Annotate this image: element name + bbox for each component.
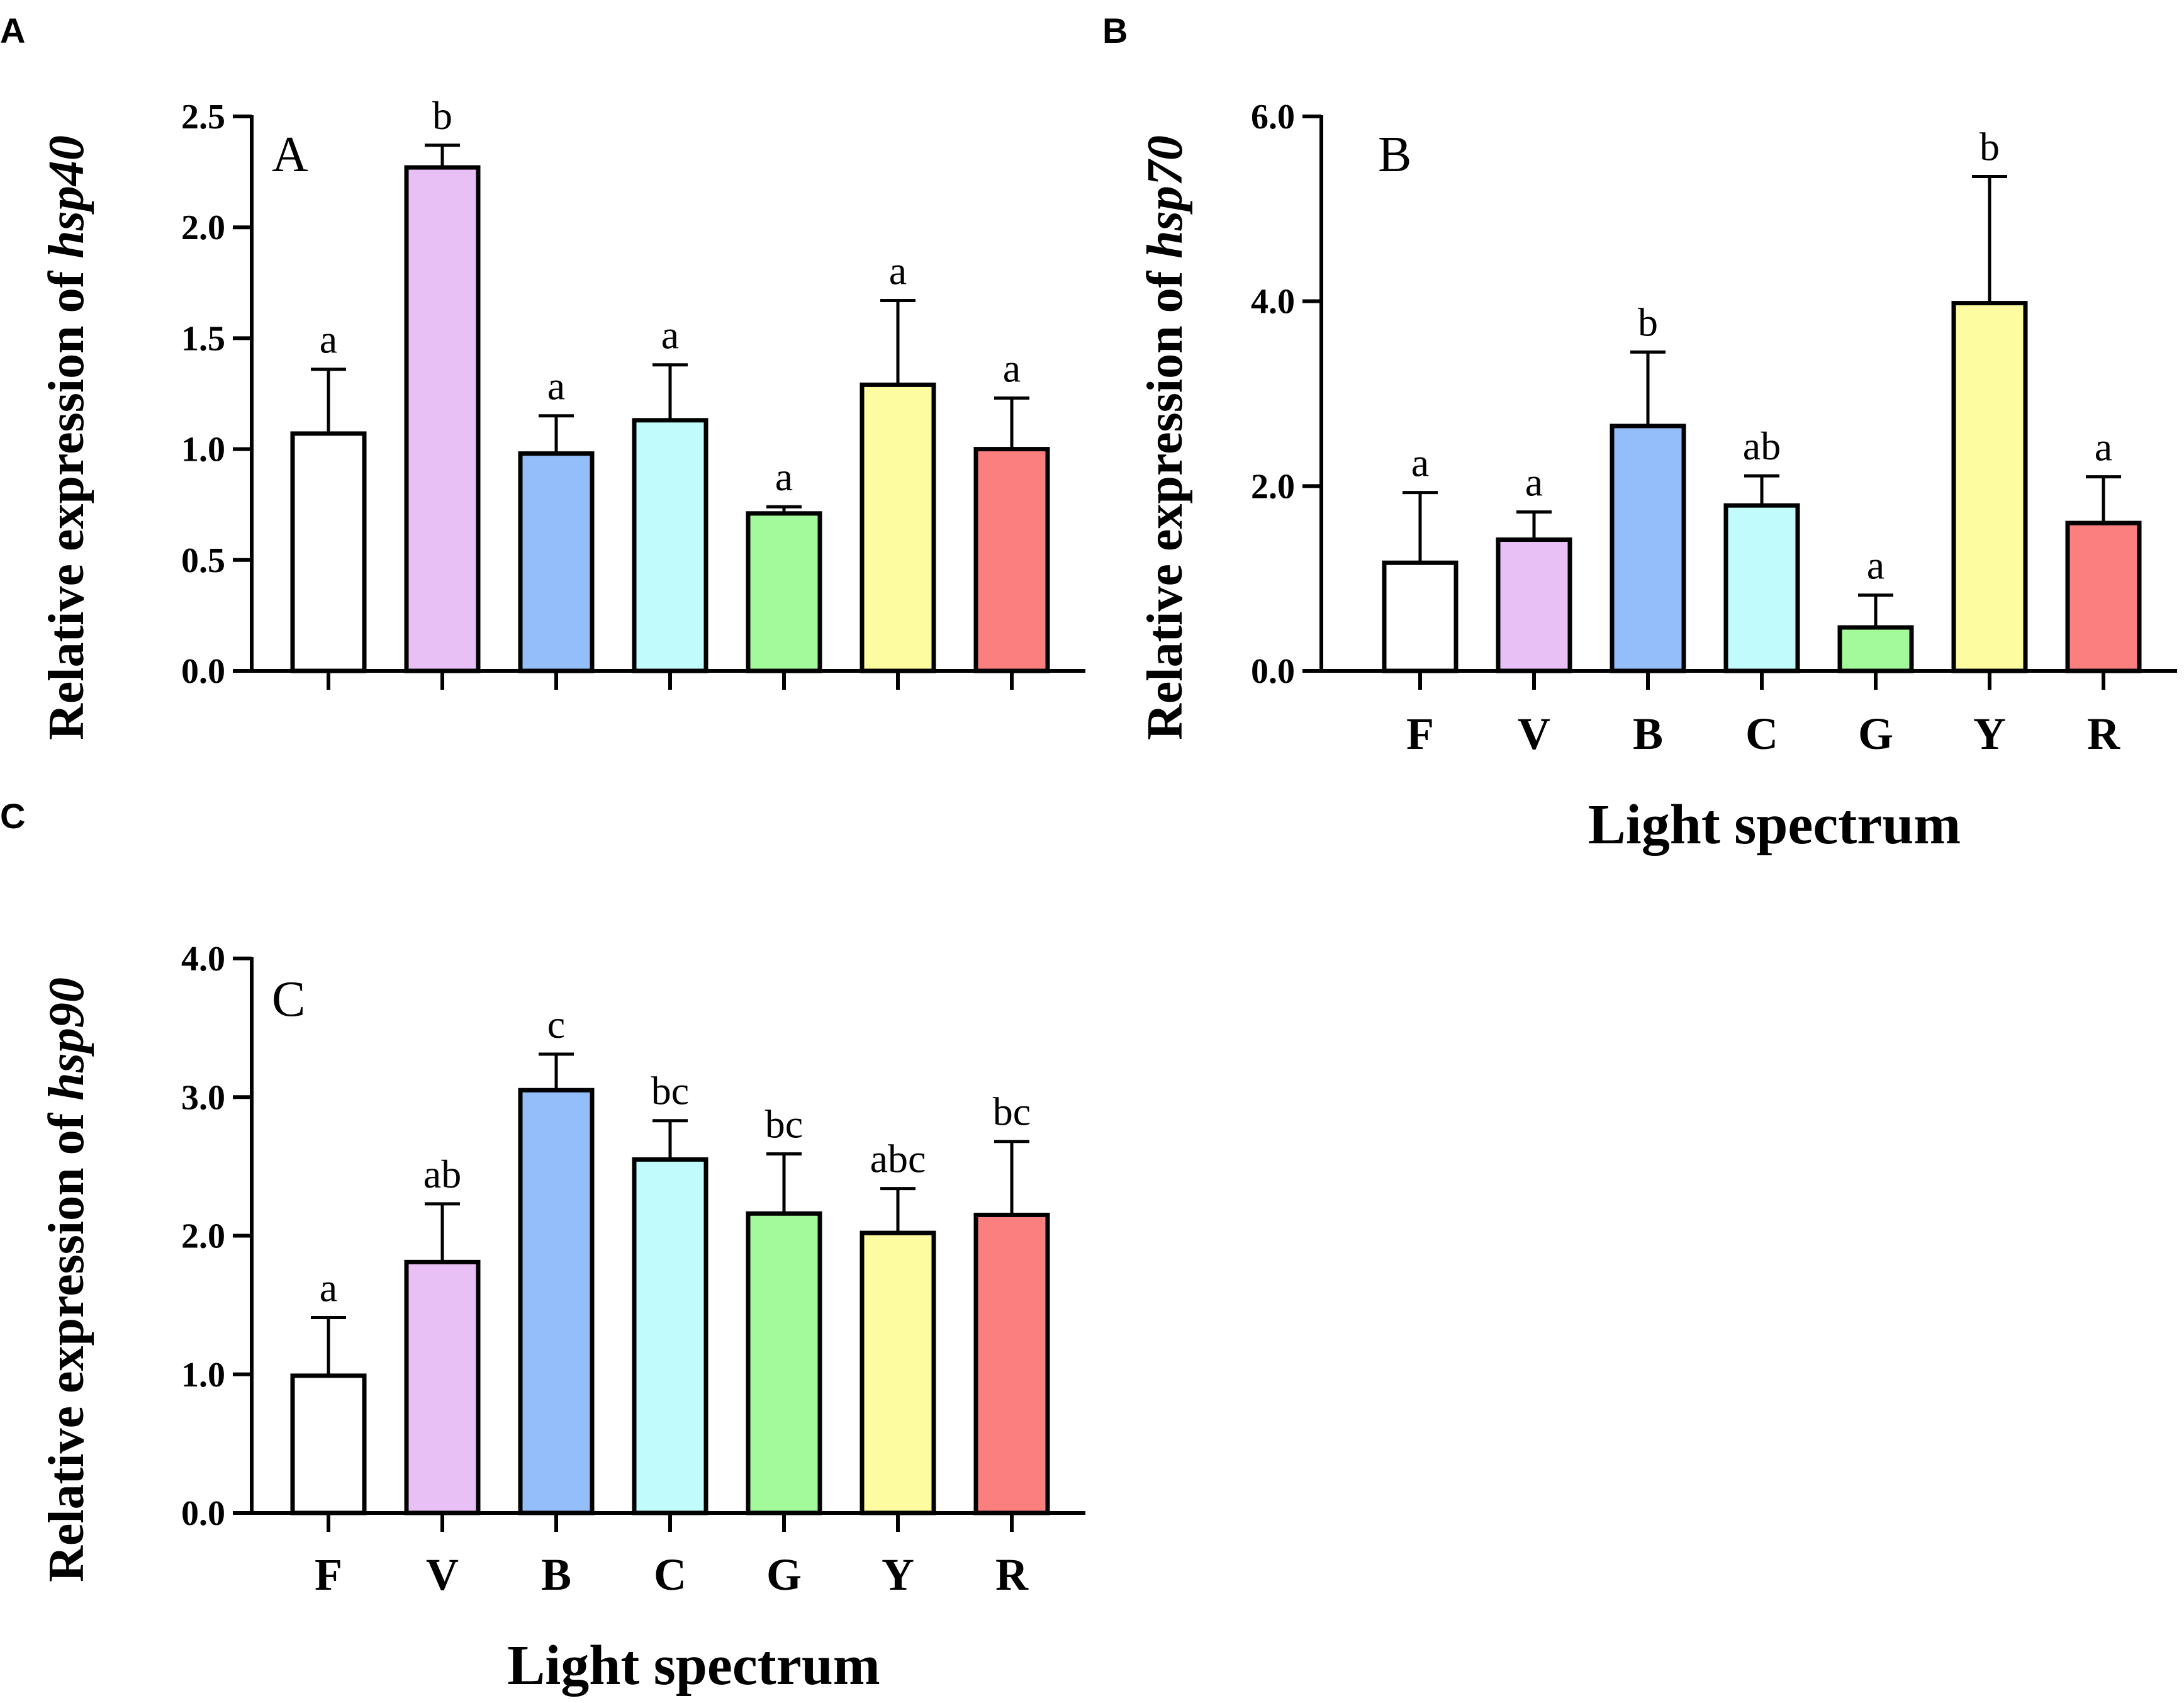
significance-label: bc [765, 1102, 803, 1147]
y-tick-label: 1.0 [181, 430, 225, 469]
significance-label: a [661, 313, 679, 357]
bar-v [404, 1259, 481, 1515]
x-axis-label: Light spectrum [507, 1634, 880, 1697]
significance-label: a [2095, 425, 2112, 469]
y-axis-label: Relative expression of hsp40 [39, 135, 94, 740]
x-tick-label: V [426, 1549, 459, 1600]
bar-f [290, 1373, 367, 1515]
x-tick-label: G [1858, 709, 1893, 759]
y-tick-label: 0.5 [181, 541, 225, 580]
significance-label: b [432, 93, 452, 138]
y-axis-label: Relative expression of hsp90 [39, 977, 94, 1582]
significance-label: a [1867, 543, 1884, 588]
x-tick-label: R [995, 1549, 1029, 1600]
significance-label: c [547, 1002, 565, 1047]
x-tick-label: R [2087, 709, 2120, 759]
bar-y [860, 382, 936, 673]
panel-b: B B 0.0 2.0 4.0 6.0 Relative expression of hsp… [1102, 11, 2177, 856]
panel-a: A A 0.0 0.5 1.0 1.5 2.0 2.5 Relative expression … [0, 11, 1085, 740]
bar-r [973, 447, 1050, 673]
y-axis-label-prefix: Relative expression of [1138, 259, 1193, 740]
significance-label: a [320, 1265, 337, 1310]
bar-v [404, 165, 481, 673]
bar-b [1610, 424, 1686, 673]
significance-label: abc [870, 1137, 926, 1181]
y-axis-label-prefix: Relative expression of [39, 259, 94, 740]
bar-g [746, 511, 822, 673]
y-axis-label-gene: hsp40 [39, 135, 94, 259]
x-tick-label: Y [1973, 709, 2006, 759]
plot-inset-label: B [1378, 127, 1411, 183]
panel-c: C C 0.0 1.0 2.0 3.0 4.0 Relative expression of … [0, 796, 1085, 1697]
panel-letter: A [0, 11, 25, 50]
panel-letter: C [0, 796, 25, 836]
y-axis-label-gene: hsp70 [1138, 135, 1193, 259]
x-tick-label: C [654, 1549, 686, 1600]
significance-label: b [1638, 300, 1658, 344]
significance-label: b [1980, 124, 2000, 169]
y-tick-label: 3.0 [181, 1078, 225, 1117]
y-tick-label: 4.0 [1251, 283, 1295, 322]
significance-label: a [1003, 346, 1021, 391]
bar-f [290, 431, 367, 673]
y-tick-label: 4.0 [181, 940, 225, 979]
significance-label: a [1411, 441, 1429, 485]
y-axis-label-gene: hsp90 [39, 977, 94, 1101]
y-tick-label: 2.0 [181, 1217, 225, 1256]
significance-label: a [889, 248, 907, 293]
y-tick-label: 0.0 [181, 652, 225, 691]
significance-label: ab [423, 1152, 461, 1196]
bar-g [1837, 625, 1914, 673]
y-tick-label: 6.0 [1251, 98, 1295, 137]
y-axis-label-prefix: Relative expression of [39, 1101, 94, 1582]
plot-inset-label: A [272, 127, 308, 183]
bar-v [1496, 537, 1572, 673]
y-tick-label: 2.0 [1251, 467, 1295, 506]
x-tick-label: B [541, 1549, 571, 1600]
y-axis-label: Relative expression of hsp70 [1138, 135, 1193, 740]
bar-g [746, 1211, 822, 1515]
significance-label: bc [651, 1069, 689, 1113]
x-tick-label: F [1406, 709, 1434, 759]
y-tick-label: 0.0 [181, 1494, 225, 1533]
x-tick-label: B [1633, 709, 1663, 759]
significance-label: a [547, 364, 565, 408]
y-tick-label: 2.5 [181, 98, 225, 137]
x-tick-label: C [1745, 709, 1778, 759]
significance-label: a [775, 454, 793, 499]
y-tick-label: 1.0 [181, 1356, 225, 1395]
x-tick-label: Y [882, 1549, 914, 1600]
significance-label: a [320, 317, 337, 362]
y-tick-label: 0.0 [1251, 652, 1295, 691]
significance-label: a [1525, 459, 1543, 504]
panel-letter: B [1102, 11, 1128, 50]
bar-f [1382, 560, 1459, 673]
x-tick-label: G [766, 1549, 802, 1600]
significance-label: ab [1743, 424, 1781, 468]
x-tick-label: V [1518, 709, 1550, 759]
bar-y [860, 1230, 936, 1515]
y-tick-label: 2.0 [181, 208, 225, 247]
x-tick-label: F [315, 1549, 342, 1600]
plot-inset-label: C [272, 972, 305, 1027]
bar-r [2065, 520, 2142, 673]
bar-r [973, 1212, 1050, 1515]
significance-label: bc [993, 1089, 1031, 1134]
y-tick-label: 1.5 [181, 319, 225, 358]
bar-y [1951, 301, 2028, 673]
bar-c [632, 1157, 708, 1515]
x-axis-label: Light spectrum [1588, 794, 1961, 856]
bar-b [518, 451, 595, 673]
bar-b [518, 1088, 595, 1515]
bar-c [632, 418, 708, 673]
bar-c [1723, 503, 1800, 673]
